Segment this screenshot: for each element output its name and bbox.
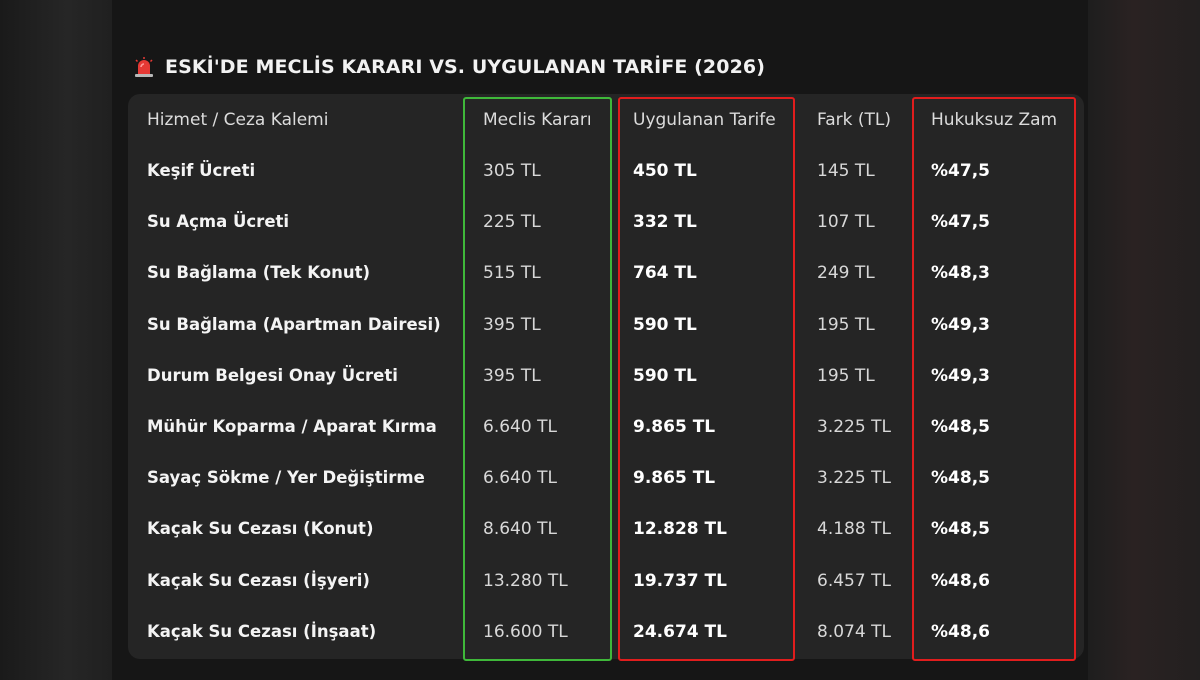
cell-fark: 107 TL [817,212,875,232]
cell-hukuksuz-zam: %48,6 [931,622,990,642]
cell-fark: 3.225 TL [817,468,891,488]
cell-meclis-karari: 6.640 TL [483,417,557,437]
cell-hizmet: Durum Belgesi Onay Ücreti [147,366,398,385]
cell-hizmet: Su Açma Ücreti [147,212,290,231]
cell-fark: 249 TL [817,263,875,283]
cell-hukuksuz-zam: %48,3 [931,263,990,283]
header-uygulanan-tarife: Uygulanan Tarife [633,110,776,130]
cell-fark: 195 TL [817,315,875,335]
cell-hukuksuz-zam: %47,5 [931,161,990,181]
cell-meclis-karari: 6.640 TL [483,468,557,488]
cell-hukuksuz-zam: %48,5 [931,417,990,437]
cell-uygulanan-tarife: 450 TL [633,161,697,181]
cell-hukuksuz-zam: %48,6 [931,571,990,591]
highlight-meclis-karari-column [463,97,612,661]
cell-uygulanan-tarife: 24.674 TL [633,622,727,642]
cell-meclis-karari: 305 TL [483,161,541,181]
cell-hizmet: Sayaç Sökme / Yer Değiştirme [147,468,425,487]
cell-meclis-karari: 8.640 TL [483,519,557,539]
cell-uygulanan-tarife: 590 TL [633,315,697,335]
cell-hizmet: Su Bağlama (Apartman Dairesi) [147,315,441,334]
cell-hizmet: Keşif Ücreti [147,161,256,180]
siren-icon [135,57,153,77]
cell-hizmet: Su Bağlama (Tek Konut) [147,263,371,282]
cell-uygulanan-tarife: 764 TL [633,263,697,283]
background-left [0,0,112,680]
cell-fark: 145 TL [817,161,875,181]
header-hizmet: Hizmet / Ceza Kalemi [147,110,329,130]
cell-uygulanan-tarife: 332 TL [633,212,697,232]
cell-fark: 195 TL [817,366,875,386]
cell-hizmet: Kaçak Su Cezası (İşyeri) [147,571,370,590]
title-row: ESKİ'DE MECLİS KARARI VS. UYGULANAN TARİ… [133,52,765,82]
cell-hizmet: Kaçak Su Cezası (İnşaat) [147,622,377,641]
cell-meclis-karari: 395 TL [483,315,541,335]
cell-meclis-karari: 16.600 TL [483,622,568,642]
cell-uygulanan-tarife: 590 TL [633,366,697,386]
cell-hizmet: Mühür Koparma / Aparat Kırma [147,417,437,436]
header-meclis-karari: Meclis Kararı [483,110,592,130]
highlight-hukuksuz-zam-column [912,97,1076,661]
tariff-table [128,94,1084,659]
cell-uygulanan-tarife: 9.865 TL [633,468,716,488]
cell-hukuksuz-zam: %49,3 [931,315,990,335]
cell-fark: 4.188 TL [817,519,891,539]
cell-fark: 3.225 TL [817,417,891,437]
header-hukuksuz-zam: Hukuksuz Zam [931,110,1058,130]
cell-meclis-karari: 515 TL [483,263,541,283]
cell-uygulanan-tarife: 19.737 TL [633,571,727,591]
cell-hukuksuz-zam: %47,5 [931,212,990,232]
highlight-uygulanan-tarife-column [618,97,795,661]
cell-meclis-karari: 225 TL [483,212,541,232]
cell-meclis-karari: 395 TL [483,366,541,386]
header-fark: Fark (TL) [817,110,891,130]
cell-meclis-karari: 13.280 TL [483,571,568,591]
cell-fark: 8.074 TL [817,622,891,642]
page-title: ESKİ'DE MECLİS KARARI VS. UYGULANAN TARİ… [165,56,765,78]
cell-fark: 6.457 TL [817,571,891,591]
background-right [1088,0,1200,680]
cell-hizmet: Kaçak Su Cezası (Konut) [147,519,374,538]
cell-uygulanan-tarife: 9.865 TL [633,417,716,437]
cell-hukuksuz-zam: %48,5 [931,519,990,539]
cell-hukuksuz-zam: %49,3 [931,366,990,386]
cell-uygulanan-tarife: 12.828 TL [633,519,727,539]
cell-hukuksuz-zam: %48,5 [931,468,990,488]
